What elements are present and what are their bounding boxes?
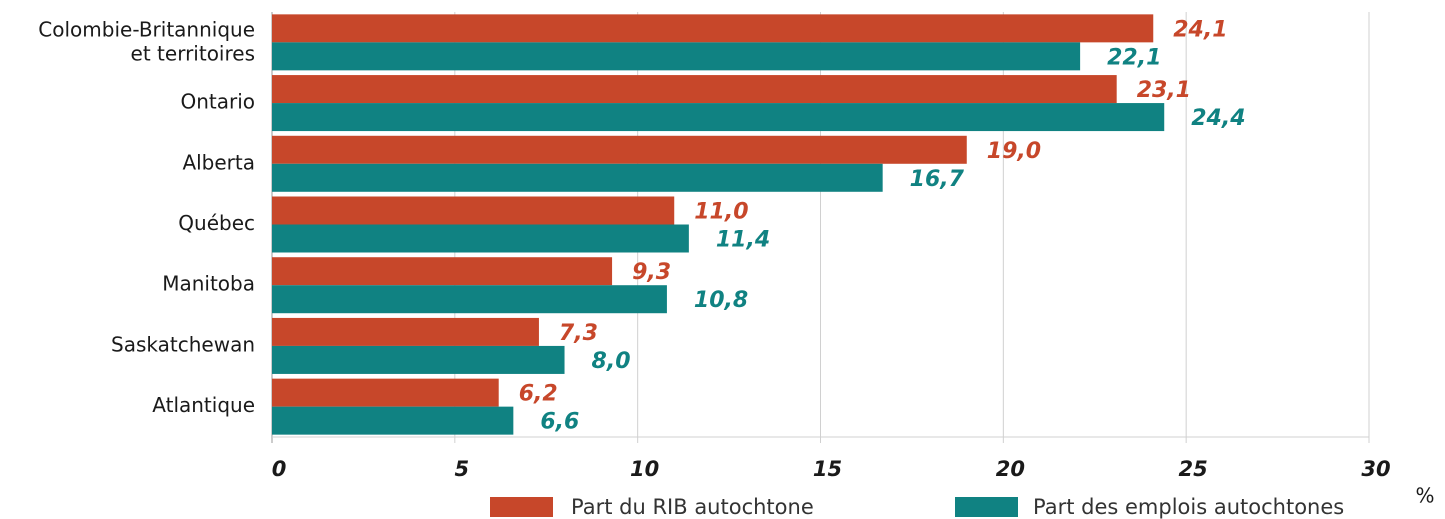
bar	[272, 285, 667, 314]
bar	[272, 378, 499, 407]
value-label: 24,1	[1173, 17, 1227, 42]
x-tick-label: 30	[1361, 457, 1390, 481]
value-label: 10,8	[694, 288, 748, 313]
x-tick-label: 25	[1179, 457, 1208, 481]
legend-label: Part du RIB autochtone	[571, 495, 814, 519]
value-label: 22,1	[1107, 45, 1161, 70]
bar	[272, 257, 613, 286]
y-tick-label: Manitoba	[162, 272, 255, 296]
value-label: 11,0	[694, 200, 748, 225]
legend-swatch	[490, 497, 553, 517]
bar	[272, 406, 514, 435]
bar	[272, 345, 565, 374]
value-label: 19,0	[987, 139, 1041, 164]
y-tick-label: Colombie-Britannique et territoires	[38, 17, 255, 65]
bar	[272, 196, 675, 225]
x-tick-label: 10	[630, 457, 659, 481]
y-tick-label: Alberta	[182, 150, 255, 174]
legend-swatch	[955, 497, 1018, 517]
y-tick-label: Ontario	[180, 90, 255, 114]
x-tick-label: 5	[455, 457, 470, 481]
value-label: 11,4	[716, 228, 770, 253]
legend-label: Part des emplois autochtones	[1033, 495, 1344, 519]
x-tick-label: 15	[813, 457, 842, 481]
bar	[272, 75, 1117, 104]
x-tick-label: 0	[272, 457, 287, 481]
x-axis-unit: %	[1415, 484, 1434, 508]
bar	[272, 14, 1154, 43]
bar	[272, 42, 1081, 71]
bar	[272, 224, 689, 253]
value-label: 7,3	[559, 321, 598, 346]
value-label: 9,3	[632, 260, 671, 285]
value-label: 8,0	[592, 349, 631, 374]
y-tick-label: Québec	[178, 211, 255, 235]
value-label: 16,7	[910, 167, 965, 192]
y-tick-label: Atlantique	[152, 393, 255, 417]
value-label: 23,1	[1137, 78, 1191, 103]
bar	[272, 135, 967, 164]
x-tick-label: 20	[996, 457, 1025, 481]
value-label: 6,6	[540, 410, 579, 435]
bar	[272, 103, 1165, 132]
bar	[272, 317, 539, 346]
value-label: 6,2	[519, 382, 558, 407]
bar	[272, 163, 883, 192]
y-tick-label: Saskatchewan	[111, 332, 255, 356]
value-label: 24,4	[1191, 106, 1245, 131]
